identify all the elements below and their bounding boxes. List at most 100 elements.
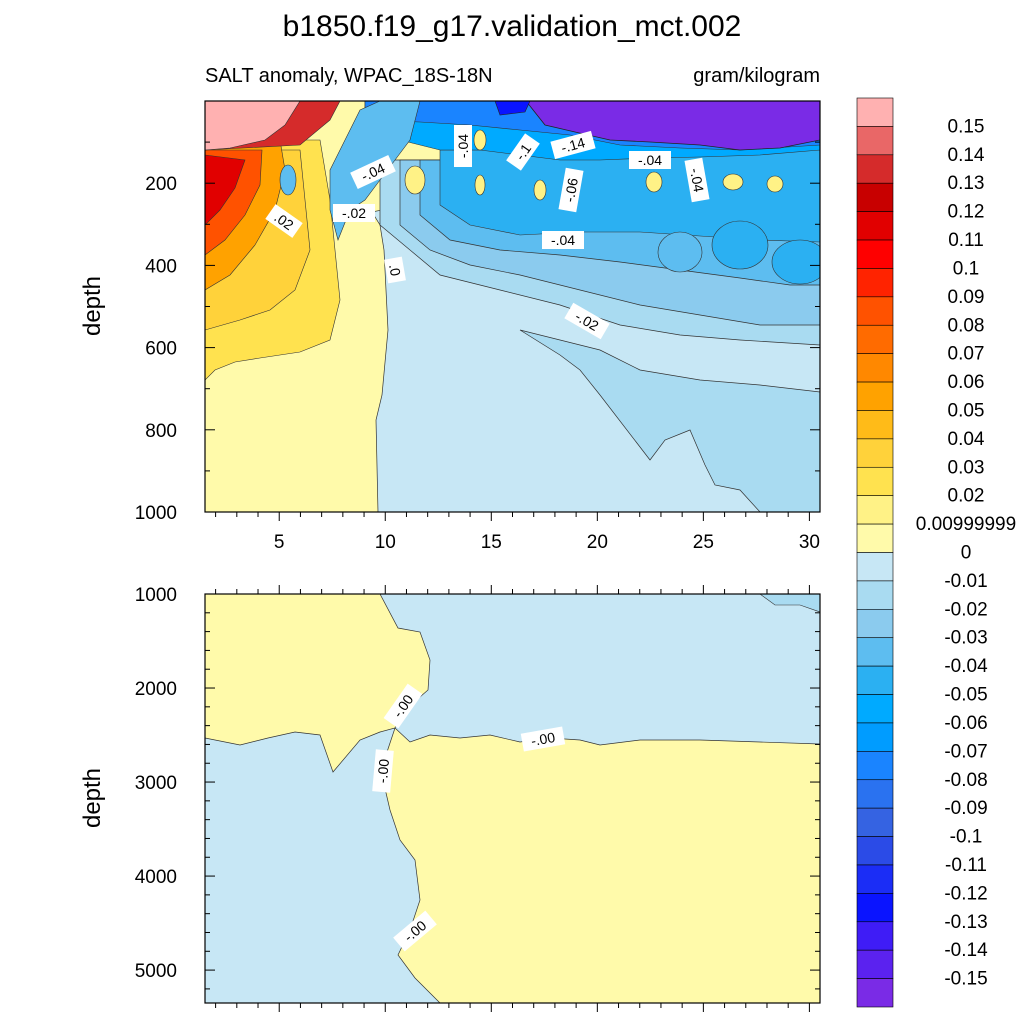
colorbar-label: -0.09 bbox=[944, 798, 987, 819]
contour-label-text: -.00 bbox=[374, 758, 392, 784]
colorbar-swatch bbox=[856, 126, 894, 156]
chart-units-label: gram/kilogram bbox=[693, 65, 820, 87]
x-tick-label: 25 bbox=[693, 532, 714, 553]
top-blob-1 bbox=[711, 220, 769, 270]
colorbar-swatch bbox=[856, 353, 894, 383]
colorbar-swatch bbox=[856, 410, 894, 440]
colorbar-swatch bbox=[856, 864, 894, 894]
top-blob-7 bbox=[766, 175, 784, 193]
colorbar-swatch bbox=[856, 609, 894, 639]
colorbar-label: -0.04 bbox=[944, 656, 988, 677]
colorbar-label: -0.07 bbox=[944, 741, 987, 762]
x-tick-label: 20 bbox=[587, 532, 608, 553]
colorbar-label: -0.15 bbox=[944, 969, 987, 990]
colorbar-label: -0.1 bbox=[950, 827, 983, 848]
colorbar-swatch bbox=[856, 893, 894, 923]
top-y-tick-label: 200 bbox=[145, 174, 177, 195]
bottom-fill-blue-corner bbox=[759, 594, 820, 613]
contour-label: -.00 bbox=[372, 749, 394, 793]
bottom-fill-yellow-upper bbox=[205, 594, 431, 773]
top-y-tick-label: 600 bbox=[145, 339, 177, 360]
colorbar-swatch bbox=[856, 949, 894, 979]
top-blob-5 bbox=[645, 171, 663, 193]
contour-label-bg bbox=[550, 130, 596, 160]
colorbar-label: 0.12 bbox=[948, 202, 985, 223]
top-y-tick-label: 800 bbox=[145, 421, 177, 442]
top-fill-blue-band-1 bbox=[519, 329, 820, 512]
x-tick-label: 15 bbox=[481, 532, 502, 553]
colorbar-label: 0.05 bbox=[948, 400, 985, 421]
contour-label-bg bbox=[454, 125, 472, 167]
colorbar-swatch bbox=[856, 211, 894, 241]
top-y-tick-label: 400 bbox=[145, 256, 177, 277]
colorbar-swatch bbox=[856, 807, 894, 837]
colorbar-label: 0.03 bbox=[948, 457, 985, 478]
colorbar-label: 0.04 bbox=[948, 429, 985, 450]
colorbar-label: 0.02 bbox=[948, 486, 985, 507]
colorbar-label: 0 bbox=[961, 543, 972, 564]
contour-label-text: -.04 bbox=[455, 134, 471, 158]
colorbar-swatch bbox=[856, 495, 894, 525]
contour-label-text: -.00 bbox=[530, 729, 557, 749]
bottom-y-tick-label: 1000 bbox=[135, 585, 177, 606]
top-fill-deep-blue bbox=[494, 101, 531, 116]
contour-label-text: -.04 bbox=[687, 167, 707, 194]
top-y-axis-title: depth bbox=[79, 276, 106, 336]
contour-label-bg bbox=[333, 204, 375, 222]
colorbar-swatch bbox=[856, 324, 894, 354]
colorbar-label: 0.00999999 bbox=[916, 514, 1016, 535]
contour-label: -.00 bbox=[520, 726, 566, 752]
contour-label-bg bbox=[393, 910, 437, 952]
colorbar-swatch bbox=[856, 921, 894, 951]
top-blob-2 bbox=[657, 231, 703, 273]
top-blob-11 bbox=[279, 164, 297, 196]
contour-label: -.04 bbox=[454, 125, 472, 167]
top-fill-purple bbox=[525, 101, 820, 151]
colorbar-label: -0.11 bbox=[945, 855, 987, 876]
x-tick-label: 30 bbox=[799, 532, 820, 553]
colorbar-label: 0.09 bbox=[948, 287, 985, 308]
top-blob-9 bbox=[474, 174, 486, 196]
contour-label-bg bbox=[564, 302, 610, 340]
contour-label-bg bbox=[384, 256, 406, 284]
contour-label: -.04 bbox=[684, 157, 710, 203]
colorbar-swatch bbox=[856, 694, 894, 724]
contour-label-text: -.1 bbox=[512, 141, 535, 164]
colorbar-swatch bbox=[856, 182, 894, 212]
colorbar-swatch bbox=[856, 523, 894, 553]
colorbar-label: 0.08 bbox=[948, 315, 985, 336]
colorbar-label: 0.15 bbox=[948, 116, 985, 137]
contour-label: -.02 bbox=[333, 204, 375, 222]
colorbar-label: 0.07 bbox=[948, 344, 985, 365]
contour-label-text: -.04 bbox=[638, 152, 662, 168]
colorbar-swatch bbox=[856, 97, 894, 127]
chart-subtitle-left: SALT anomaly, WPAC_18S-18N bbox=[205, 65, 493, 87]
colorbar-label: -0.13 bbox=[944, 912, 987, 933]
contour-label-bg bbox=[372, 749, 394, 793]
contour-label-bg bbox=[383, 683, 423, 729]
contour-label-text: -.06 bbox=[561, 177, 581, 204]
colorbar-swatch bbox=[856, 268, 894, 298]
colorbar-label: 0.06 bbox=[948, 372, 985, 393]
bottom-y-tick-label: 3000 bbox=[135, 773, 177, 794]
colorbar-swatch bbox=[856, 552, 894, 582]
colorbar-label: 0.11 bbox=[948, 230, 984, 251]
contour-label: -.06 bbox=[558, 167, 584, 213]
colorbar-swatch bbox=[856, 722, 894, 752]
contour-label-bg bbox=[520, 726, 566, 752]
colorbar-label: -0.08 bbox=[944, 770, 987, 791]
contour-label-text: -.02 bbox=[342, 205, 366, 221]
chart-title: b1850.f19_g17.validation_mct.002 bbox=[283, 10, 742, 43]
colorbar-label: 0.14 bbox=[948, 145, 985, 166]
bottom-y-axis-title: depth bbox=[79, 768, 106, 828]
colorbar-label: -0.06 bbox=[944, 713, 987, 734]
contour-label-text: -.04 bbox=[551, 232, 575, 248]
colorbar-label: -0.05 bbox=[944, 685, 987, 706]
top-panel-fills bbox=[205, 101, 820, 512]
top-blob-4 bbox=[404, 165, 426, 195]
bottom-fill-yellow-lower bbox=[382, 727, 820, 1003]
top-blob-8 bbox=[473, 129, 487, 151]
colorbar: 0.15 0.14 0.13 0.12 0.11 0.1 0.09 0.08 0.07 0.06 0… bbox=[856, 97, 1016, 1008]
contour-label: -.1 bbox=[506, 133, 540, 171]
colorbar-swatch bbox=[856, 154, 894, 184]
